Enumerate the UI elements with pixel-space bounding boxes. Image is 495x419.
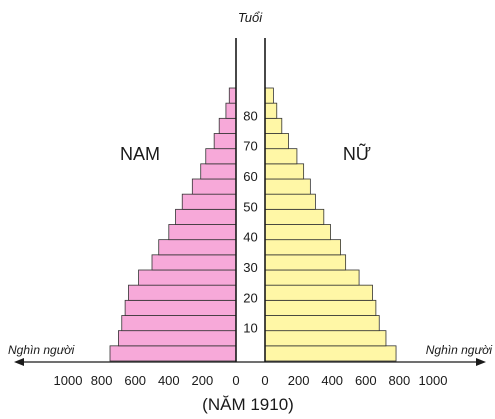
male-bar-75-79 (218, 117, 237, 134)
female-bar-50-54 (264, 193, 316, 210)
male-bar-55-59 (191, 178, 237, 195)
female-bar-20-24 (264, 284, 373, 301)
age-axis-label: Tuổi (238, 10, 263, 25)
x-tick-label-left: 0 (232, 373, 239, 388)
female-bar-0-4 (264, 345, 397, 362)
male-bar-50-54 (181, 193, 237, 210)
age-tick-label: 10 (243, 321, 257, 336)
x-tick-label-left: 600 (124, 373, 146, 388)
female-bar-30-34 (264, 254, 347, 271)
x-tick-label-left: 200 (192, 373, 214, 388)
male-bars (109, 87, 237, 362)
female-bars (264, 87, 397, 362)
female-bar-40-44 (264, 224, 331, 241)
male-bar-10-14 (121, 315, 237, 332)
x-tick-label-left: 1000 (54, 373, 83, 388)
x-axis-arrow-left (14, 358, 24, 366)
chart-title: (NĂM 1910) (202, 395, 294, 414)
age-tick-label: 20 (243, 290, 257, 305)
male-bar-30-34 (151, 254, 237, 271)
female-bar-45-49 (264, 208, 325, 225)
age-tick-label: 60 (243, 169, 257, 184)
female-bar-10-14 (264, 315, 380, 332)
male-bar-5-9 (118, 330, 237, 347)
x-axis-arrow-right (476, 358, 486, 366)
x-tick-label-left: 400 (158, 373, 180, 388)
x-tick-label-right: 600 (355, 373, 377, 388)
male-series-label: NAM (120, 144, 160, 164)
x-tick-label-right: 800 (389, 373, 411, 388)
female-series-label: NỮ (343, 143, 371, 164)
age-tick-labels: 10 20 30 40 50 60 70 80 (243, 108, 257, 335)
male-bar-65-69 (205, 148, 237, 165)
male-bar-25-29 (138, 269, 237, 286)
x-tick-labels-left: 1000 800 600 400 200 0 (54, 373, 240, 388)
female-bar-85+ (264, 87, 274, 104)
age-tick-label: 80 (243, 108, 257, 123)
x-axis-label-left: Nghìn người (8, 343, 75, 357)
x-tick-label-left: 800 (91, 373, 113, 388)
x-tick-label-right: 200 (288, 373, 310, 388)
age-tick-label: 30 (243, 260, 257, 275)
female-bar-75-79 (264, 117, 283, 134)
male-bar-35-39 (158, 239, 237, 256)
age-tick-label: 50 (243, 199, 257, 214)
male-bar-70-74 (213, 133, 237, 150)
male-bar-0-4 (109, 345, 237, 362)
x-tick-label-right: 0 (261, 373, 268, 388)
female-bar-60-64 (264, 163, 305, 180)
female-bar-25-29 (264, 269, 360, 286)
female-bar-15-19 (264, 299, 377, 316)
female-bar-35-39 (264, 239, 341, 256)
x-tick-labels-right: 0 200 400 600 800 1000 (261, 373, 447, 388)
male-bar-15-19 (124, 299, 237, 316)
female-bar-55-59 (264, 178, 311, 195)
female-bar-70-74 (264, 133, 289, 150)
female-bar-65-69 (264, 148, 298, 165)
male-bar-60-64 (200, 163, 237, 180)
female-bar-5-9 (264, 330, 387, 347)
female-bar-80-84 (264, 102, 278, 119)
male-bar-85+ (228, 87, 237, 104)
male-bar-20-24 (128, 284, 237, 301)
male-bar-45-49 (175, 208, 237, 225)
x-tick-label-right: 400 (321, 373, 343, 388)
age-tick-label: 40 (243, 230, 257, 245)
age-tick-label: 70 (243, 139, 257, 154)
male-bar-40-44 (168, 224, 237, 241)
x-tick-label-right: 1000 (419, 373, 448, 388)
x-axis-label-right: Nghìn người (426, 343, 493, 357)
male-bar-80-84 (225, 102, 237, 119)
